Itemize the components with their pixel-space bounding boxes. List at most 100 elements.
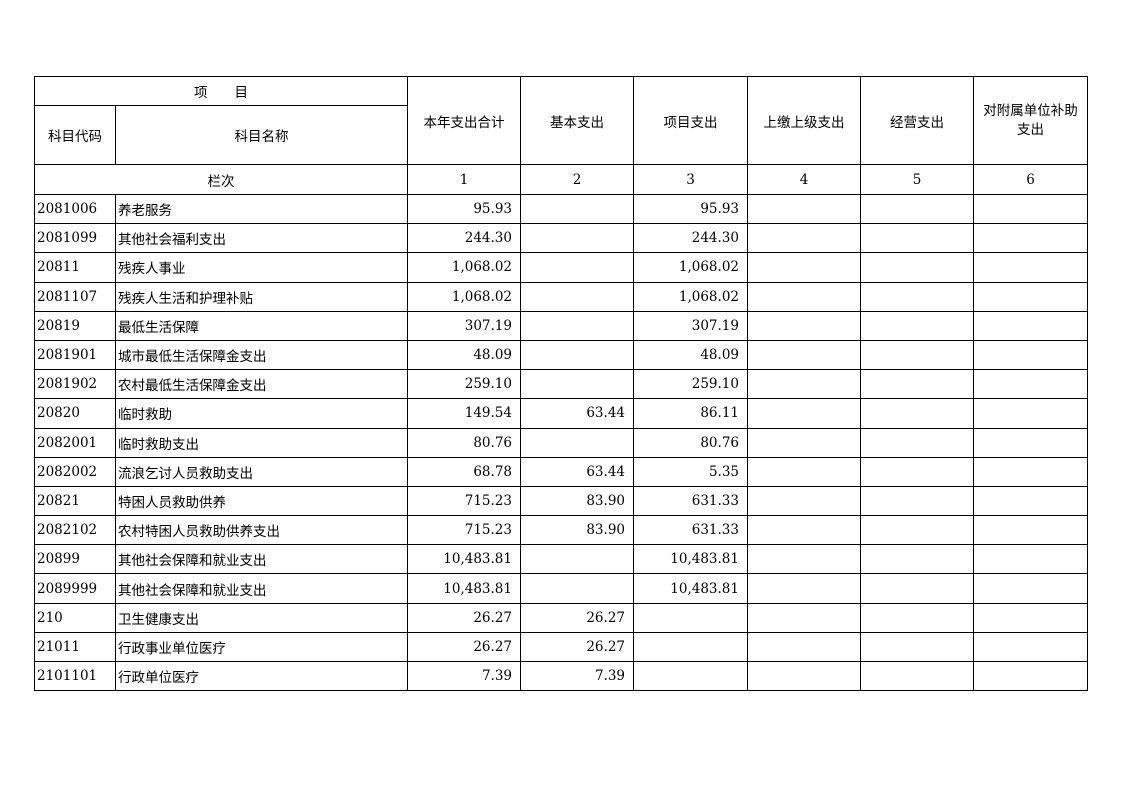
col-header-basic: 基本支出 [520, 76, 634, 165]
amount-cell [520, 310, 634, 341]
amount-cell: 26.27 [407, 602, 521, 633]
amount-cell: 10,483.81 [407, 573, 521, 604]
amount-cell: 244.30 [633, 223, 748, 254]
amount-cell [747, 369, 861, 400]
amount-cell [860, 223, 974, 254]
amount-cell [747, 281, 861, 312]
amount-cell [973, 339, 1088, 371]
amount-cell [860, 310, 974, 341]
sequence-row: 栏次 1 2 3 4 5 6 [34, 164, 1088, 195]
amount-cell [747, 193, 861, 225]
amount-cell [747, 660, 861, 692]
subject-name-cell: 临时救助支出 [115, 427, 408, 458]
amount-cell [633, 602, 748, 633]
amount-cell [973, 631, 1088, 663]
amount-cell [973, 573, 1088, 604]
table-row: 2082102 农村特困人员救助供养支出 715.23 83.90 631.33 [34, 515, 1088, 546]
item-header: 项 目 [34, 76, 408, 106]
amount-cell: 7.39 [520, 660, 634, 692]
subject-code-cell: 2101101 [34, 660, 116, 692]
table-row: 20821 特困人员救助供养 715.23 83.90 631.33 [34, 485, 1088, 517]
subject-name-cell: 其他社会保障和就业支出 [115, 573, 408, 604]
subject-code-cell: 2081107 [34, 281, 116, 312]
amount-cell [973, 515, 1088, 546]
amount-cell [860, 252, 974, 283]
amount-cell: 307.19 [633, 310, 748, 341]
amount-cell [860, 369, 974, 400]
code-header: 科目代码 [34, 105, 116, 165]
amount-cell [860, 485, 974, 517]
amount-cell: 149.54 [407, 398, 521, 429]
amount-cell [520, 427, 634, 458]
header-row-1: 项 目 本年支出合计 基本支出 项目支出 上缴上级支出 经营支出 对附属单位补助… [34, 76, 1088, 165]
amount-cell [973, 660, 1088, 692]
amount-cell: 48.09 [633, 339, 748, 371]
amount-cell [860, 660, 974, 692]
amount-cell [747, 310, 861, 341]
amount-cell [747, 515, 861, 546]
amount-cell: 68.78 [407, 456, 521, 487]
table-row: 2081006 养老服务 95.93 95.93 [34, 193, 1088, 225]
amount-cell [520, 281, 634, 312]
subject-code-cell: 2089999 [34, 573, 116, 604]
amount-cell [747, 339, 861, 371]
table-row: 2081902 农村最低生活保障金支出 259.10 259.10 [34, 369, 1088, 400]
seq-1: 1 [407, 164, 521, 195]
col-header-total: 本年支出合计 [407, 76, 521, 165]
amount-cell [973, 369, 1088, 400]
subject-code-cell: 2081006 [34, 193, 116, 225]
subject-name-cell: 卫生健康支出 [115, 602, 408, 633]
subject-name-cell: 农村特困人员救助供养支出 [115, 515, 408, 546]
amount-cell: 26.27 [520, 631, 634, 663]
amount-cell [747, 602, 861, 633]
subject-name-cell: 临时救助 [115, 398, 408, 429]
table-row: 20819 最低生活保障 307.19 307.19 [34, 310, 1088, 341]
amount-cell: 80.76 [407, 427, 521, 458]
amount-cell [860, 515, 974, 546]
subject-code-cell: 20821 [34, 485, 116, 517]
amount-cell [747, 456, 861, 487]
amount-cell [747, 427, 861, 458]
subject-name-cell: 最低生活保障 [115, 310, 408, 341]
seq-5: 5 [860, 164, 974, 195]
name-header: 科目名称 [115, 105, 408, 165]
amount-cell: 259.10 [407, 369, 521, 400]
amount-cell [633, 631, 748, 663]
subject-name-cell: 残疾人生活和护理补贴 [115, 281, 408, 312]
amount-cell [633, 660, 748, 692]
table-row: 20899 其他社会保障和就业支出 10,483.81 10,483.81 [34, 544, 1088, 575]
amount-cell: 95.93 [633, 193, 748, 225]
amount-cell: 307.19 [407, 310, 521, 341]
table-row: 2101101 行政单位医疗 7.39 7.39 [34, 660, 1088, 692]
amount-cell: 83.90 [520, 485, 634, 517]
amount-cell [973, 252, 1088, 283]
table-row: 2081107 残疾人生活和护理补贴 1,068.02 1,068.02 [34, 281, 1088, 312]
col-header-project: 项目支出 [633, 76, 748, 165]
subject-code-cell: 2081902 [34, 369, 116, 400]
amount-cell [520, 339, 634, 371]
subject-code-cell: 210 [34, 602, 116, 633]
amount-cell: 95.93 [407, 193, 521, 225]
col-header-upper: 上缴上级支出 [747, 76, 861, 165]
amount-cell: 7.39 [407, 660, 521, 692]
table-row: 21011 行政事业单位医疗 26.27 26.27 [34, 631, 1088, 663]
subject-code-cell: 20820 [34, 398, 116, 429]
subject-name-cell: 行政事业单位医疗 [115, 631, 408, 663]
amount-cell: 1,068.02 [407, 281, 521, 312]
subject-name-cell: 其他社会福利支出 [115, 223, 408, 254]
table-row: 2082002 流浪乞讨人员救助支出 68.78 63.44 5.35 [34, 456, 1088, 487]
amount-cell: 63.44 [520, 456, 634, 487]
amount-cell [520, 369, 634, 400]
amount-cell [973, 223, 1088, 254]
amount-cell [520, 252, 634, 283]
subject-name-cell: 行政单位医疗 [115, 660, 408, 692]
amount-cell [973, 544, 1088, 575]
amount-cell [747, 573, 861, 604]
subject-name-cell: 农村最低生活保障金支出 [115, 369, 408, 400]
subject-code-cell: 2082001 [34, 427, 116, 458]
amount-cell: 5.35 [633, 456, 748, 487]
amount-cell [860, 281, 974, 312]
subject-code-cell: 20899 [34, 544, 116, 575]
amount-cell [860, 456, 974, 487]
amount-cell: 715.23 [407, 515, 521, 546]
